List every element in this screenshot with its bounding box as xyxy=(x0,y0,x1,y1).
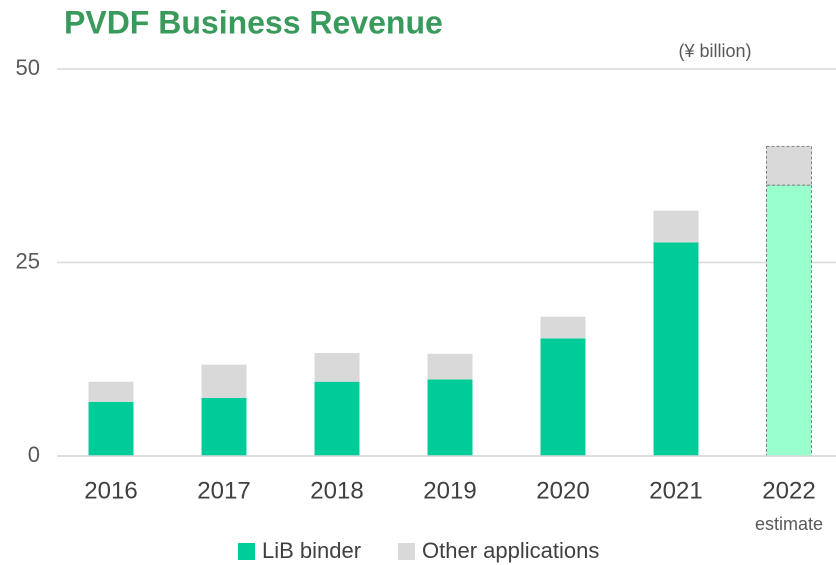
legend-label: LiB binder xyxy=(262,538,361,563)
bar-segment xyxy=(201,397,247,456)
x-tick-label: 2018 xyxy=(310,477,363,504)
bar-segment xyxy=(314,353,360,382)
legend-swatch xyxy=(398,543,415,560)
bar-segment xyxy=(427,353,473,380)
bar-segment xyxy=(88,381,134,402)
legend-swatch xyxy=(238,543,255,560)
legend-label: Other applications xyxy=(422,538,599,563)
bar-segment xyxy=(653,242,699,456)
unit-label: (¥ billion) xyxy=(678,41,751,61)
chart-title: PVDF Business Revenue xyxy=(64,4,443,40)
annotation: estimate xyxy=(755,514,823,534)
x-tick-label: 2019 xyxy=(423,477,476,504)
x-tick-label: 2016 xyxy=(84,477,137,504)
y-tick-label: 50 xyxy=(16,55,40,80)
bar-segment xyxy=(766,145,812,186)
bar-segment xyxy=(766,184,812,457)
bar-segment xyxy=(540,316,586,339)
y-tick-label: 25 xyxy=(16,248,40,273)
x-tick-label: 2022 xyxy=(762,477,815,504)
bar-segment xyxy=(427,379,473,456)
x-tick-label: 2017 xyxy=(197,477,250,504)
bar-segment xyxy=(653,210,699,243)
bar-segment xyxy=(540,338,586,456)
bar-segment xyxy=(88,401,134,456)
x-tick-label: 2020 xyxy=(536,477,589,504)
x-tick-label: 2021 xyxy=(649,477,702,504)
bar-segment xyxy=(201,364,247,398)
y-tick-label: 0 xyxy=(28,442,40,467)
bar-segment xyxy=(314,381,360,456)
